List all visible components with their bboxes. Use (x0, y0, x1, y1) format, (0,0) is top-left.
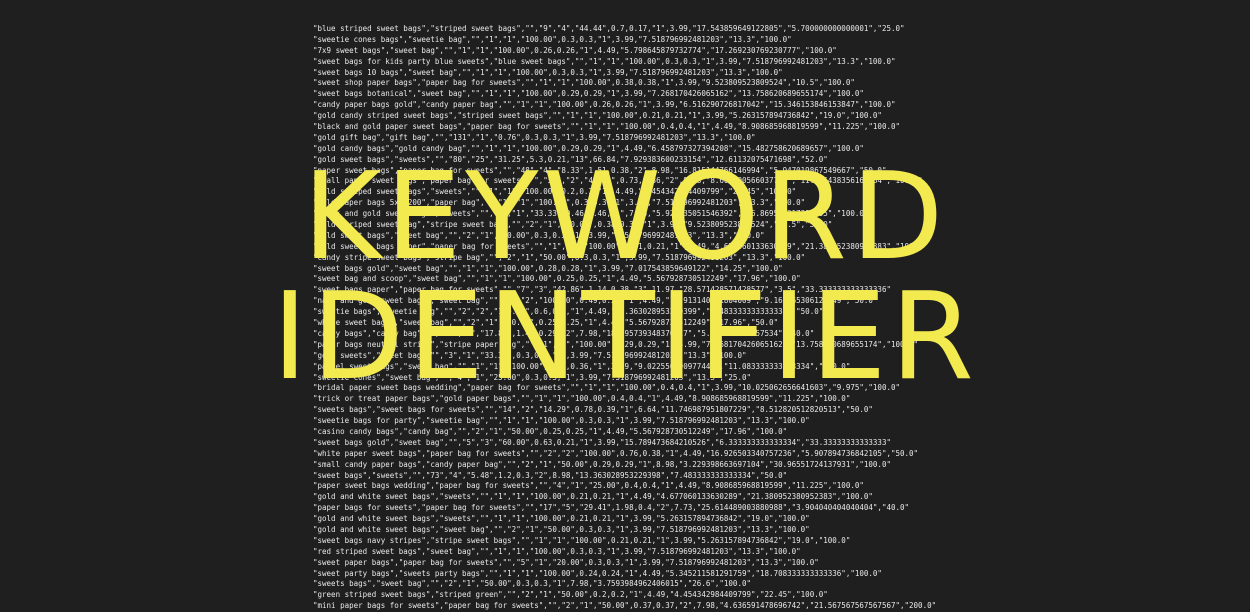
csv-row: "red striped sweet bags","sweet bag","",… (313, 546, 801, 556)
csv-row: "sweet bags for kids party blue sweets",… (313, 56, 896, 66)
csv-row: "sweetie bags for party","sweetie bag","… (313, 416, 810, 426)
csv-row: "paper sweet bags wedding","paper bag fo… (313, 481, 864, 491)
csv-row: "gold and white sweet bags","sweet bag",… (313, 524, 810, 534)
csv-row: "mini paper bags for sweets","paper bag … (313, 601, 937, 611)
title-line-keyword: KEYWORD (302, 148, 948, 287)
csv-row: "gold striped sweet bags","sweets","","1… (313, 187, 797, 197)
csv-row: "casino candy bags","candy bag","","2","… (313, 426, 788, 436)
csv-row: "trick or treat paper bags","gold paper … (313, 394, 851, 404)
csv-row: "bridal paper sweet bags wedding","paper… (313, 383, 900, 393)
csv-row: "paper bags neutral stripe","stripe pape… (313, 339, 919, 349)
csv-row: "sweet shop paper bags","paper bag for s… (313, 78, 855, 88)
csv-row: "sweet paper bags","paper bag for sweets… (313, 557, 819, 567)
csv-row: "candy paper bags gold","candy paper bag… (313, 100, 896, 110)
csv-row: "green striped sweet bags","striped gree… (313, 590, 828, 600)
csv-row: "black and gold paper sweet bags","paper… (313, 122, 900, 132)
csv-row: "gold sweet bags","sweets","","80","25",… (313, 154, 828, 164)
csv-row: "sweet bags paper","paper bag for sweets… (313, 285, 891, 295)
csv-row: "gold candy striped sweet bags","striped… (313, 111, 882, 121)
csv-row: "candy stripe sweet bags","stripe bag","… (313, 252, 806, 262)
csv-row: "gold gift bag","gift bag","","131","1",… (313, 132, 756, 142)
csv-row: "paper bags for sweets","paper bag for s… (313, 503, 910, 513)
csv-row: "small candy paper bags","candy paper ba… (313, 459, 891, 469)
csv-row: "sweet bags navy stripes","stripe sweet … (313, 535, 851, 545)
csv-row: "sweet bags botanical","sweet bag","","1… (313, 89, 864, 99)
csv-row: "small paper sweet bags","paper bag for … (313, 176, 923, 186)
csv-row: "sweet bag and scoop","sweet bag","","1"… (313, 274, 801, 284)
csv-row: "navy and gold sweet bags","sweet bag","… (313, 296, 878, 306)
csv-row: "sweet bags gold","sweet bag","","1","1"… (313, 263, 783, 273)
csv-row: "blue striped sweet bags","striped sweet… (313, 24, 905, 33)
csv-row: "white paper sweet bags","paper bag for … (313, 448, 919, 458)
csv-row: "gold paper bags 5x7 200","paper bag",""… (313, 198, 806, 208)
csv-row: "sweetie cones bags","sweetie bag","","1… (313, 34, 792, 44)
csv-row: "sweet bags 10 bags","sweet bag","","1",… (313, 67, 783, 77)
title-line-identifier: IDENTIFIER (272, 268, 978, 407)
csv-row: "sweet bags","sweets","","73","4","5.48"… (313, 470, 788, 480)
csv-row: "gold candy bags","gold candy bag","","1… (313, 143, 864, 153)
csv-row: "sweets bags","sweet bags for sweets",""… (313, 405, 873, 415)
csv-row: "gold sweets","sweet bag","","3","1","33… (313, 350, 747, 360)
csv-row: "paper sweet bags","paper bag for sweets… (313, 165, 887, 175)
keyword-data-listing: "blue striped sweet bags","striped sweet… (313, 24, 973, 612)
csv-row: "gold sweetie bags paper","paper bag for… (313, 241, 928, 251)
csv-row: "sweetie cones","sweet bag","","4","1","… (313, 372, 751, 382)
csv-row: "candy bags","candy bag","","28","5","17… (313, 328, 815, 338)
csv-row: "sweets bags","sweet bag","","2","1","50… (313, 579, 751, 589)
csv-row: "white sweet bags","sweet bag","","2","1… (313, 318, 779, 328)
csv-row: "pastel sweet bags","sweet bag","","1","… (313, 361, 851, 371)
csv-row: "gold sweet bags","sweet bag","","2","1"… (313, 230, 765, 240)
csv-row: "black and gold sweet bags","sweets","",… (313, 209, 869, 219)
csv-row: "sweet bags gold","sweet bag","","5","3"… (313, 437, 891, 447)
csv-row: "7x9 sweet bags","sweet bag","","1","1",… (313, 45, 837, 55)
csv-row: "gold and white sweet bags","sweets","",… (313, 492, 873, 502)
csv-row: "sweet party bags","sweets party bags","… (313, 568, 882, 578)
csv-row: "gold striped sweet bag","stripe sweet b… (313, 220, 833, 230)
csv-row: "gold and white sweet bags","sweets","",… (313, 514, 810, 524)
csv-row: "sweetie bags","sweetie bag","","2","2",… (313, 307, 824, 317)
